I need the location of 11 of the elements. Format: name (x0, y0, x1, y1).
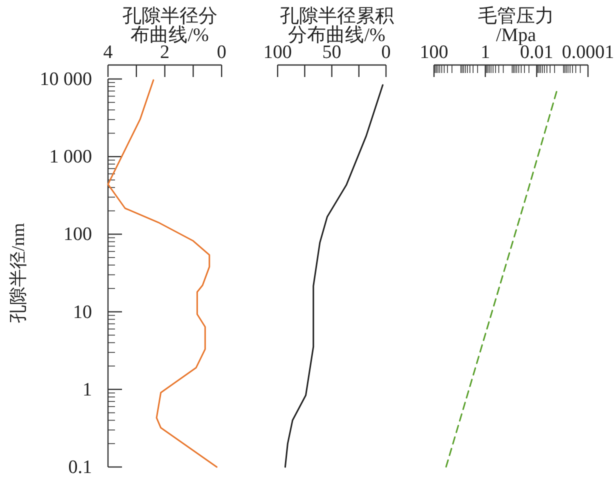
x-tick-label: 4 (103, 42, 114, 63)
y-tick-label: 10 (73, 302, 92, 323)
y-axis-title: 孔隙半径/nm (8, 222, 28, 324)
x-tick-label: 100 (420, 42, 448, 63)
x-tick-label: 0 (216, 42, 226, 63)
y-tick-label: 1 000 (49, 146, 92, 168)
y-tick-label: 1 (82, 379, 92, 400)
y-tick-label: 100 (64, 224, 92, 246)
y-tick-label: 0.1 (68, 457, 92, 478)
x-tick-label: 0.0001 (562, 42, 614, 63)
y-tick-label: 10 000 (40, 69, 92, 90)
